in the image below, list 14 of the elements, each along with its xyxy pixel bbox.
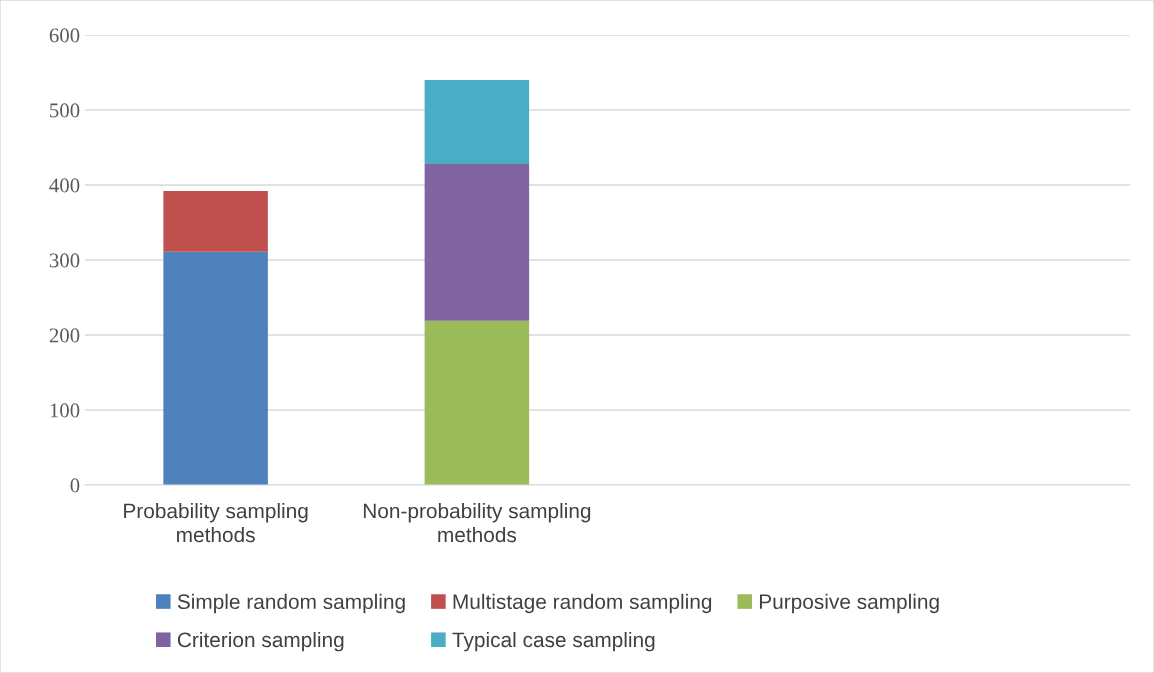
y-tick-label: 400 [49, 178, 80, 193]
y-tick-label: 100 [50, 403, 80, 418]
legend-label: Purposive sampling [759, 593, 939, 614]
y-tick-label: 500 [50, 103, 80, 118]
y-tick-label: 600 [49, 28, 80, 43]
y-tick-label: 300 [49, 253, 80, 268]
y-tick-label: 0 [70, 478, 80, 493]
legend-label: Typical case sampling [452, 631, 655, 652]
legend-label: Multistage random sampling [453, 593, 712, 614]
x-tick-label: Probability sampling methods [124, 503, 308, 543]
x-tick-label: Non-probability sampling methods [363, 503, 591, 543]
legend-label: Simple random sampling [177, 593, 405, 614]
legend-label: Criterion sampling [177, 631, 344, 652]
y-tick-label: 200 [49, 328, 80, 343]
